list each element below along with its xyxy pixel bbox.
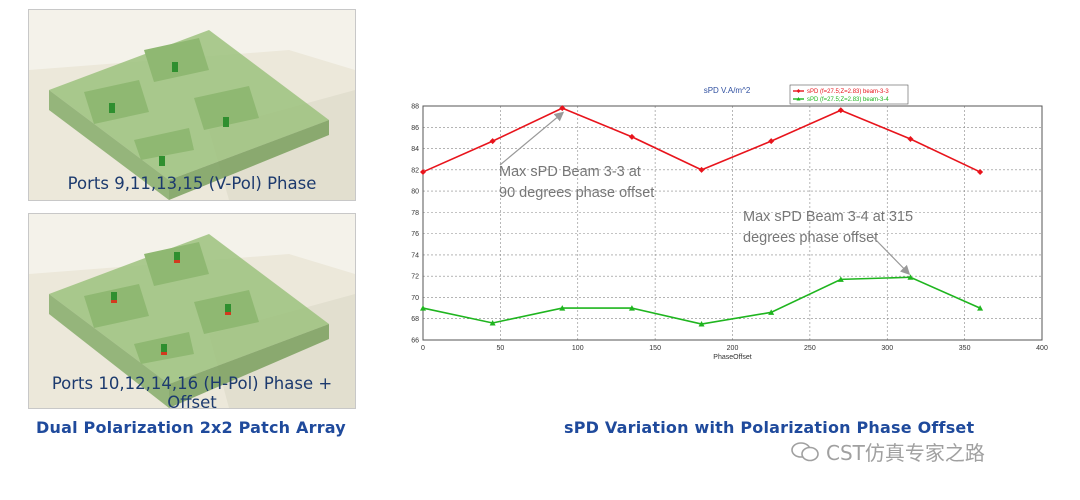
chart-title: sPD V.A/m^2 [704, 86, 751, 95]
plot-frame [422, 105, 1043, 341]
y-tick-label: 88 [411, 104, 419, 111]
y-tick-label: 80 [411, 189, 419, 196]
wechat-icon [791, 441, 819, 461]
data-point [837, 107, 844, 114]
right-section-title: sPD Variation with Polarization Phase Of… [564, 418, 975, 437]
v-pol-panel: Ports 9,11,13,15 (V-Pol) Phase [28, 9, 356, 201]
y-tick-label: 86 [411, 125, 419, 132]
annotation-arrow [871, 235, 911, 275]
data-point [837, 276, 844, 282]
series-line-1 [422, 107, 981, 173]
legend-label: sPD (f=27.5;Z=2.83) beam-3-3 [807, 89, 889, 95]
annotations: Max sPD Beam 3-3 at 90 degrees phase offs… [499, 111, 913, 275]
legend-box [789, 84, 909, 105]
data-point [977, 305, 984, 311]
data-point [907, 274, 914, 280]
y-tick-label: 66 [411, 338, 419, 345]
left-section-title: Dual Polarization 2x2 Patch Array [36, 418, 346, 437]
x-axis-label: PhaseOffset [713, 354, 751, 361]
x-tick-label: 300 [881, 345, 893, 352]
data-point [489, 319, 496, 326]
h-pol-panel: Ports 10,12,14,16 (H-Pol) Phase + Offset [28, 213, 356, 409]
legend: sPD (f=27.5;Z=2.83) beam-3-3 sPD (f=27.5;… [789, 84, 909, 105]
annotation-text: Max sPD Beam 3-4 at 315 [743, 209, 913, 225]
legend-marker [796, 97, 801, 101]
data-point [489, 138, 496, 145]
series [420, 105, 984, 327]
data-point [768, 138, 775, 145]
data-point [698, 166, 705, 173]
y-tick-label: 84 [411, 146, 419, 153]
y-tick-label: 68 [411, 316, 419, 323]
y-tick-label: 76 [411, 231, 419, 238]
data-point [977, 168, 984, 175]
patch-array-image-vpol [29, 10, 355, 200]
y-tick-label: 70 [411, 295, 419, 302]
x-tick-label: 100 [572, 345, 584, 352]
watermark: CST仿真专家之路 [790, 437, 985, 466]
annotation-text: Max sPD Beam 3-3 at [499, 164, 641, 180]
panel-caption: Ports 10,12,14,16 (H-Pol) Phase + Offset [51, 374, 333, 409]
patch-array-image-hpol [29, 214, 355, 408]
x-tick-label: 50 [496, 345, 504, 352]
annotation-text: 90 degrees phase offset [499, 185, 654, 201]
data-point [628, 133, 635, 140]
x-tick-label: 400 [1036, 345, 1048, 352]
data-point [768, 309, 775, 315]
annotation-text: degrees phase offset [743, 230, 878, 246]
legend-marker [796, 89, 801, 93]
panel-caption: Ports 9,11,13,15 (V-Pol) Phase [67, 174, 317, 193]
legend-label: sPD (f=27.5;Z=2.83) beam-3-4 [807, 97, 889, 103]
data-point [559, 305, 566, 311]
y-tick-label: 78 [411, 210, 419, 217]
y-tick-label: 82 [411, 167, 419, 174]
spd-chart: sPD V.A/m^2 0 50 100 150 200 250 300 350 400 66 68… [411, 84, 1048, 361]
series-line-2 [422, 276, 981, 325]
watermark-text: CST仿真专家之路 [826, 441, 985, 465]
data-point [907, 135, 914, 142]
axis-ticks: 0 50 100 150 200 250 300 350 400 66 68 70 72 74 76 78 80… [411, 104, 1048, 353]
x-tick-label: 350 [959, 345, 971, 352]
x-tick-label: 200 [727, 345, 739, 352]
data-point [420, 168, 426, 175]
y-tick-label: 72 [411, 274, 419, 281]
data-point [698, 321, 705, 327]
y-tick-label: 74 [411, 252, 419, 259]
data-point [420, 305, 426, 311]
grid [423, 106, 1042, 340]
data-point [628, 305, 635, 311]
x-tick-label: 150 [649, 345, 661, 352]
x-tick-label: 0 [421, 345, 425, 352]
annotation-arrow [499, 111, 565, 166]
data-point [559, 105, 566, 112]
x-tick-label: 250 [804, 345, 816, 352]
